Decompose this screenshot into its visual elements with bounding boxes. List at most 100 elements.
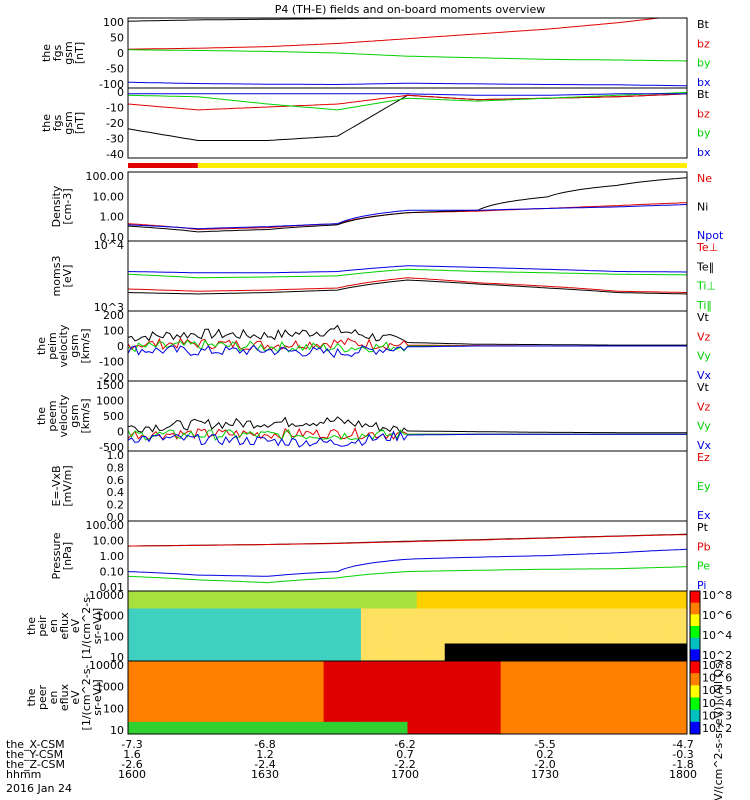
heatmap-cell — [509, 631, 520, 639]
heatmap-cell — [128, 602, 138, 609]
heatmap-cell — [128, 667, 138, 674]
series-line — [128, 81, 688, 87]
heatmap-cell — [360, 596, 371, 604]
heatmap-cell — [137, 679, 148, 686]
y-tick-label: 0 — [117, 86, 124, 99]
heatmap-cell — [174, 673, 185, 680]
heatmap-cell — [249, 614, 259, 621]
heatmap-cell — [677, 643, 688, 650]
heatmap-cell — [584, 727, 595, 735]
heatmap-cell — [211, 691, 222, 698]
heatmap-cell — [314, 631, 325, 639]
heatmap-cell — [183, 715, 194, 723]
heatmap-cell — [183, 703, 194, 711]
y-tick-label: 10 — [110, 724, 124, 737]
heatmap-cell — [612, 715, 623, 723]
heatmap-cell — [165, 709, 176, 717]
heatmap-cell — [528, 727, 539, 735]
heatmap-cell — [370, 631, 381, 639]
heatmap-cell — [370, 655, 381, 662]
heatmap-cell — [668, 620, 679, 627]
heatmap-cell — [128, 643, 138, 650]
heatmap-cell — [482, 649, 492, 656]
heatmap-cell — [593, 637, 604, 644]
heatmap-cell — [407, 679, 418, 686]
heatmap-cell — [193, 679, 204, 686]
heatmap-cell — [677, 614, 688, 621]
y-tick-label: 1000 — [96, 681, 124, 694]
heatmap-cell — [323, 637, 334, 644]
legend-entry: by — [697, 127, 711, 140]
heatmap-cell — [221, 614, 231, 621]
heatmap-cell — [472, 697, 483, 705]
heatmap-cell — [398, 643, 408, 650]
heatmap-cell — [631, 596, 641, 604]
heatmap-cell — [286, 697, 297, 705]
heatmap-cell — [202, 697, 213, 705]
heatmap-cell — [360, 685, 371, 692]
heatmap-cell — [603, 631, 613, 639]
heatmap-cell — [454, 673, 464, 680]
heatmap-cell — [295, 596, 306, 604]
heatmap-cell — [398, 697, 408, 705]
heatmap-cell — [649, 620, 660, 627]
heatmap-cell — [407, 655, 418, 662]
heatmap-cell — [398, 703, 408, 711]
heatmap-cell — [332, 614, 343, 621]
heatmap-cell — [444, 626, 455, 633]
heatmap-cell — [165, 649, 176, 656]
heatmap-cell — [249, 620, 259, 627]
heatmap-cell — [631, 715, 641, 723]
heatmap-cell — [500, 727, 511, 735]
heatmap-cell — [426, 637, 436, 644]
heatmap-cell — [379, 679, 390, 686]
heatmap-cell — [519, 620, 530, 627]
heatmap-cell — [659, 727, 669, 735]
heatmap-cell — [593, 721, 604, 729]
heatmap-cell — [174, 655, 185, 662]
y-axis-label: gsm — [68, 334, 81, 357]
heatmap-cell — [351, 691, 362, 698]
heatmap-cell — [314, 661, 325, 668]
heatmap-cell — [128, 608, 138, 615]
heatmap-cell — [239, 673, 250, 680]
heatmap-cell — [295, 637, 306, 644]
legend-entry: Pi — [697, 579, 706, 592]
heatmap-cell — [556, 727, 567, 735]
heatmap-cell — [388, 685, 399, 692]
y-tick-label: 1.00 — [100, 211, 125, 224]
heatmap-cell — [500, 602, 511, 609]
heatmap-cell — [491, 667, 502, 674]
legend-entry: Ni — [697, 201, 708, 214]
heatmap-cell — [351, 703, 362, 711]
y-axis-label: [nT] — [73, 42, 86, 64]
heatmap-cell — [416, 643, 427, 650]
legend-entry: Bt — [697, 88, 710, 101]
heatmap-cell — [165, 667, 176, 674]
heatmap-cell — [426, 721, 436, 729]
heatmap-cell — [463, 673, 474, 680]
heatmap-cell — [537, 667, 548, 674]
heatmap-cell — [621, 661, 632, 668]
heatmap-cell — [565, 661, 576, 668]
heatmap-cell — [509, 591, 520, 598]
heatmap-cell — [472, 591, 483, 598]
heatmap-cell — [435, 591, 446, 598]
heatmap-cell — [463, 709, 474, 717]
heatmap-cell — [314, 626, 325, 633]
colorbar-tick: 10^4 — [702, 697, 732, 710]
heatmap-cell — [258, 602, 269, 609]
heatmap-cell — [556, 673, 567, 680]
heatmap-cell — [155, 703, 166, 711]
heatmap-cell — [211, 655, 222, 662]
heatmap-cell — [249, 685, 259, 692]
heatmap-cell — [407, 608, 418, 615]
heatmap-cell — [472, 649, 483, 656]
heatmap-cell — [500, 697, 511, 705]
heatmap-cell — [444, 655, 455, 662]
heatmap-cell — [649, 703, 660, 711]
heatmap-cell — [146, 643, 157, 650]
heatmap-cell — [491, 602, 502, 609]
heatmap-cell — [612, 703, 623, 711]
